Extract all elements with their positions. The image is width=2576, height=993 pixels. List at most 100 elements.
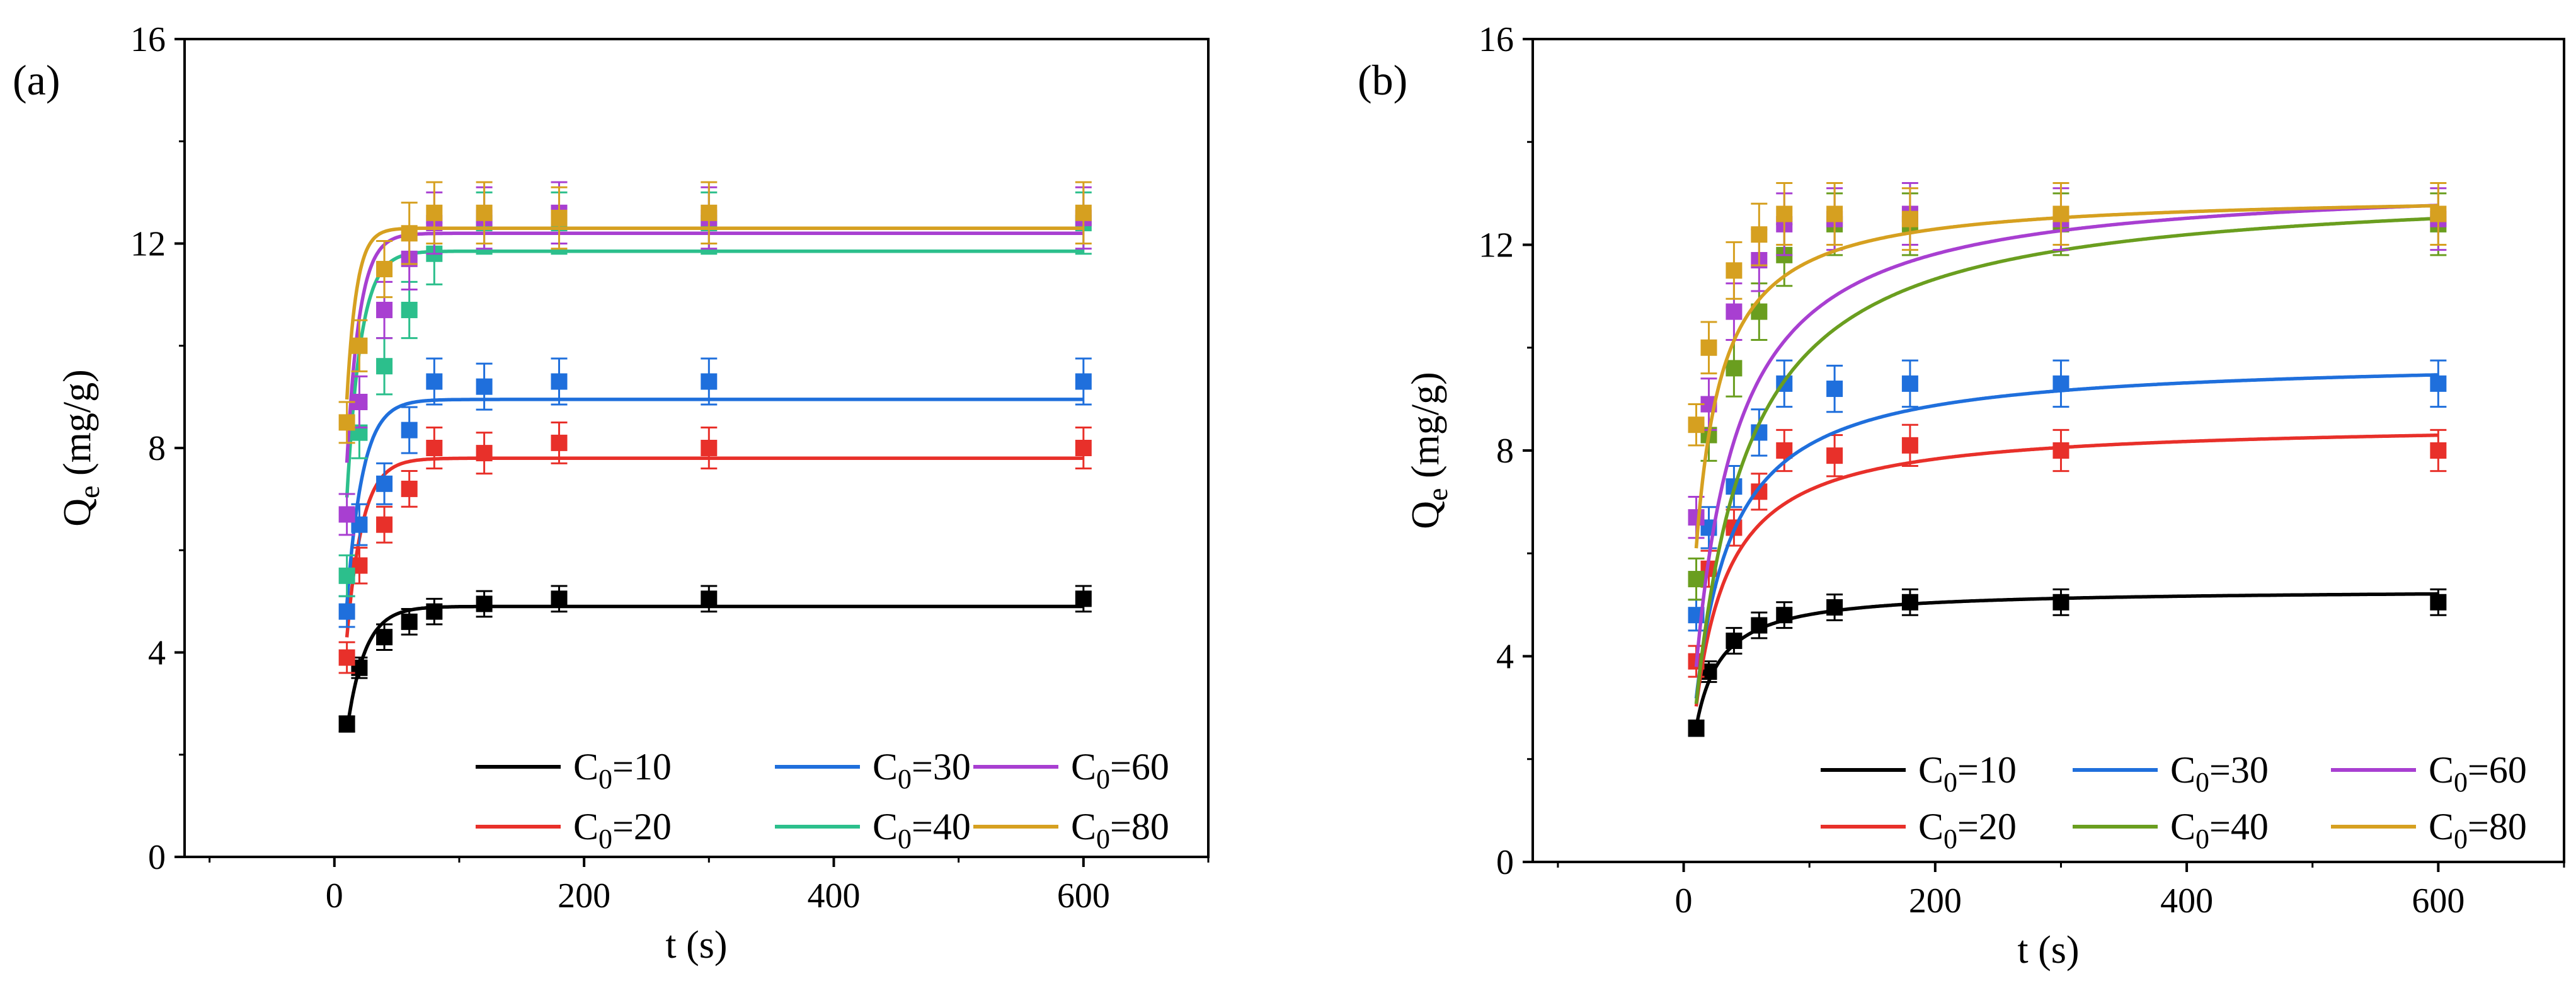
fit-curve: [345, 231, 1084, 463]
fit-curve: [345, 604, 1084, 732]
data-point: [701, 204, 718, 221]
y-tick-label: 8: [1496, 432, 1514, 471]
legend-label: C0=60: [2429, 749, 2527, 798]
data-point: [2052, 375, 2069, 392]
data-point: [376, 261, 393, 278]
legend-label: C0=80: [1071, 806, 1169, 854]
data-point: [338, 716, 355, 733]
legend-label: C0=20: [1918, 806, 2017, 854]
data-point: [351, 337, 368, 354]
legend-item: C0=60: [973, 746, 1169, 795]
data-point: [338, 649, 355, 666]
data-point: [338, 567, 355, 584]
data-point: [1726, 633, 1743, 650]
data-point: [551, 373, 568, 390]
legend-item: C0=40: [2073, 806, 2269, 854]
legend-label: C0=30: [873, 746, 971, 795]
y-axis-title: Qe (mg/g): [1404, 372, 1453, 529]
series-c0-40: [338, 191, 1092, 597]
data-point: [1688, 571, 1705, 588]
data-point: [551, 209, 568, 226]
data-point: [376, 516, 393, 533]
data-point: [1726, 360, 1743, 377]
y-tick-label: 8: [148, 429, 166, 468]
data-point: [376, 301, 393, 318]
x-axis-title: t (s): [2017, 929, 2079, 972]
data-point: [1688, 509, 1705, 526]
series-c0-10: [1688, 588, 2447, 737]
data-point: [338, 603, 355, 620]
legend: C0=10 C0=20 C0=30 C0=40 C0=60 C0=80: [1821, 749, 2527, 854]
x-tick-label: 0: [326, 876, 343, 916]
x-tick-label: 600: [1057, 876, 1110, 916]
data-point: [1776, 607, 1793, 624]
legend-item: C0=20: [1821, 806, 2017, 854]
fit-curve: [1694, 216, 2439, 704]
data-point: [551, 590, 568, 607]
data-point: [701, 373, 718, 390]
legend-label: C0=40: [873, 806, 971, 854]
plot-frame: [183, 38, 1210, 858]
data-point: [2430, 442, 2447, 459]
data-point: [376, 358, 393, 375]
data-point: [1901, 437, 1918, 454]
data-point: [401, 613, 418, 630]
y-tick-label: 16: [1479, 20, 1514, 59]
series-c0-20: [338, 421, 1092, 674]
x-axis-title: t (s): [665, 924, 727, 967]
data-point: [551, 434, 568, 451]
data-point: [1901, 210, 1918, 227]
legend-label: C0=40: [2170, 806, 2269, 854]
fit-curve: [1694, 592, 2439, 728]
legend-item: C0=80: [2331, 806, 2527, 854]
data-point: [1726, 303, 1743, 320]
data-point: [1075, 373, 1092, 390]
data-point: [1751, 617, 1768, 634]
data-point: [1776, 205, 1793, 222]
y-tick-label: 16: [130, 20, 166, 59]
data-point: [1688, 416, 1705, 433]
y-tick-label: 12: [1479, 226, 1514, 265]
data-point: [426, 440, 443, 456]
fit-curve: [1694, 433, 2439, 707]
data-point: [2430, 205, 2447, 222]
panel-b: (b) 0 200 400 600 0 4 8 12 16 t (s) Qe (mg/g) C0=10…: [1358, 20, 2565, 972]
legend-item: C0=10: [476, 746, 672, 795]
y-tick-label: 12: [130, 225, 166, 264]
data-point: [2052, 205, 2069, 222]
data-point: [1826, 381, 1843, 398]
y-tick-label: 0: [148, 838, 166, 877]
fit-curve: [345, 249, 1084, 498]
panel-a: (a) 0 200 400 600 0 4 8 12 16 t (s) Qe (mg/g) C0=10…: [13, 20, 1210, 967]
legend-label: C0=20: [573, 806, 672, 854]
data-point: [401, 225, 418, 242]
y-axis-title: Qe (mg/g): [56, 369, 105, 526]
series-c0-80: [338, 181, 1092, 444]
x-tick-label: 200: [558, 876, 610, 916]
data-point: [701, 590, 718, 607]
panel-label-a: (a): [13, 56, 60, 104]
legend-item: C0=10: [1821, 749, 2017, 798]
fit-curve: [345, 398, 1084, 606]
data-point: [1826, 205, 1843, 222]
legend-item: C0=30: [2073, 749, 2269, 798]
data-point: [2052, 442, 2069, 459]
legend-item: C0=40: [775, 806, 971, 854]
fit-curve: [345, 456, 1084, 638]
data-point: [426, 204, 443, 221]
data-point: [1075, 204, 1092, 221]
data-point: [2052, 594, 2069, 611]
data-point: [1700, 339, 1717, 356]
x-tick-label: 400: [807, 876, 860, 916]
legend-item: C0=80: [973, 806, 1169, 854]
data-point: [401, 301, 418, 318]
data-point: [1826, 599, 1843, 616]
y-tick-label: 4: [148, 634, 166, 673]
data-point: [426, 603, 443, 620]
data-point: [338, 506, 355, 523]
data-point: [426, 373, 443, 390]
data-point: [401, 422, 418, 439]
series-c0-80: [1688, 182, 2447, 549]
y-tick-label: 4: [1496, 638, 1514, 677]
panel-label-b: (b): [1358, 56, 1407, 104]
